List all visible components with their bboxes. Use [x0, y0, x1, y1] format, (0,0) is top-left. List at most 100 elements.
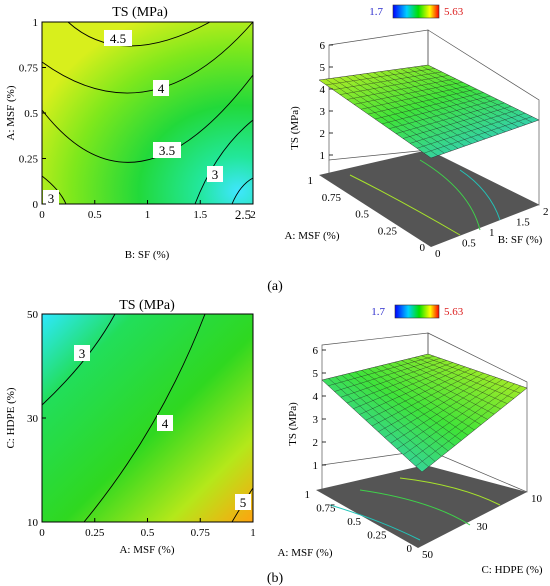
contour-a-label-45: 4.5 — [110, 31, 126, 46]
contour-b-fill — [41, 313, 254, 523]
contour-b-xtick-label: 0 — [39, 527, 45, 539]
surface-a-xtick-label: 0 — [435, 248, 441, 260]
surface-b-mesh-line — [401, 360, 501, 410]
surface-b-ytick-label: 0.75 — [316, 503, 336, 515]
contour-a-xtick-label: 1.5 — [193, 209, 207, 221]
contour-a-label-25: 2.5 — [235, 207, 251, 222]
surface-b-xtick-label: 10 — [531, 493, 543, 505]
surface-a-mesh-line — [393, 69, 506, 133]
surface-a-mesh-line — [416, 112, 526, 149]
colorbar-b-max: 5.63 — [444, 306, 464, 318]
surface-b-xlabel: C: HDPE (%) — [481, 564, 542, 576]
contour-b-label-50: 5 — [240, 495, 247, 510]
surface-a-mesh — [325, 65, 533, 156]
contour-a-xtick-label: 0 — [39, 209, 45, 221]
surface-b-ztick-label: 6 — [313, 345, 319, 357]
surface-b-mesh-line — [421, 355, 521, 394]
contour-a-label-40: 4 — [158, 81, 165, 96]
contour-a-xlabel: B: SF (%) — [125, 249, 170, 261]
surface-a-mesh-line — [400, 68, 513, 130]
contour-b-ytick-label: 10 — [27, 517, 39, 529]
surface-b-mesh-line — [414, 357, 514, 399]
contour-b-ytick-label: 30 — [27, 413, 39, 425]
surface-b-ztick-label: 2 — [313, 437, 319, 449]
contour-b-line-40 — [83, 313, 206, 523]
contour-b-ylabel: C: HDPE (%) — [5, 387, 17, 448]
contour-b-ytick-label: 50 — [27, 309, 39, 321]
contour-b-label-30: 3 — [79, 346, 86, 361]
colorbar-a-max: 5.63 — [444, 6, 464, 18]
surface-a-ytick-label: 0 — [420, 242, 426, 254]
surface-b-ytick-label: 0.25 — [367, 530, 387, 542]
contour-b-xtick-label: 1 — [250, 527, 256, 539]
contour-a-title: TS (MPa) — [112, 5, 168, 20]
surface-b-xtick-label: 30 — [477, 521, 489, 533]
surface-b-floor-contours — [329, 477, 501, 541]
surface-b-mesh — [328, 355, 521, 467]
contour-a-ytick-label: 0.5 — [24, 108, 38, 120]
surface-a-ytick-label: 0.25 — [378, 225, 398, 237]
surface-a-ytick-label: 0.75 — [322, 192, 342, 204]
surface-a-mesh-line — [409, 109, 519, 144]
surface-a-xtick-label: 2 — [543, 206, 549, 218]
panel-label-b: (b) — [267, 571, 284, 586]
contour-a-ytick-label: 0 — [33, 199, 39, 211]
contour-b-xlabel: A: MSF (%) — [119, 544, 174, 556]
surface-a-ztick-label: 4 — [320, 84, 326, 96]
surface-a-ylabel: A: MSF (%) — [284, 230, 339, 242]
surface-b-mesh-line — [396, 379, 503, 450]
surface-a-ztick-label: 1 — [320, 150, 326, 162]
surface-b-mesh-line — [381, 365, 482, 425]
surface-a-mesh-line — [380, 71, 492, 137]
surface-a-xtick-label: 1.5 — [516, 217, 530, 229]
surface-a-mesh-line — [423, 116, 533, 154]
surface-b-xtick-label: 50 — [422, 549, 434, 561]
surface-a-ytick-label: 0.5 — [355, 209, 369, 221]
surface-a-mesh-line — [374, 92, 484, 120]
colorbar-a-min: 1.7 — [369, 6, 383, 18]
contour-a-ylabel: A: MSF (%) — [5, 85, 17, 140]
surface-a-mesh-line — [395, 102, 505, 134]
surface-b-ylabel: A: MSF (%) — [277, 547, 332, 559]
surface-b-ytick-label: 0.5 — [347, 516, 361, 528]
contour-a-axes: 0 0.5 1 1.5 2 0 0.25 0.5 0.75 1 — [19, 17, 256, 221]
surface-a-xtick-label: 0.5 — [462, 238, 476, 250]
surface-b-ztick-label: 4 — [313, 391, 319, 403]
surface-a-mesh-line — [421, 65, 533, 123]
surface-b-mesh-line — [403, 381, 509, 455]
colorbar-a — [392, 4, 440, 19]
surface-b-axes: 1 2 3 4 5 6 0 0.25 0.5 0.75 1 10 30 50 — [305, 345, 543, 561]
surface-b-ytick-label: 0 — [407, 543, 413, 555]
colorbar-b-min: 1.7 — [371, 306, 385, 318]
surface-b-mesh-line — [408, 358, 508, 404]
contour-a-label-30b: 3 — [48, 191, 55, 206]
surface-a-mesh-line — [414, 66, 526, 125]
surface-a-floor — [319, 150, 539, 247]
surface-b-mesh-line — [394, 361, 495, 415]
surface-a-xlabel: B: SF (%) — [498, 234, 543, 246]
contour-b-xtick-label: 0.5 — [141, 527, 155, 539]
surface-b-mesh-line — [388, 363, 488, 420]
contour-a-lines — [41, 21, 254, 205]
surface-a-ytick-label: 1 — [308, 175, 314, 187]
surface-a-xtick-label: 1 — [489, 227, 495, 239]
surface-b-mesh-line — [409, 383, 515, 461]
surface-a-ztick-label: 3 — [320, 106, 326, 118]
surface-b-ztick-label: 5 — [313, 368, 319, 380]
contour-a-ytick-label: 0.75 — [19, 63, 39, 75]
surface-a-axes: 1 2 3 4 5 6 0 0.25 0.5 0.75 1 0 0.5 1 1.5 2 — [308, 40, 549, 260]
contour-a-line-35 — [41, 74, 254, 163]
contour-b-label-40: 4 — [162, 416, 169, 431]
contour-b-xtick-label: 0.75 — [191, 527, 211, 539]
surface-b-ytick-label: 1 — [305, 489, 311, 501]
surface-b-ztick-label: 1 — [313, 460, 319, 472]
contour-b-title: TS (MPa) — [119, 298, 175, 313]
contour-a-label-30: 3 — [212, 167, 219, 182]
surface-b-mesh-line — [371, 370, 478, 427]
surface-b-mesh-line — [384, 375, 490, 438]
contour-a-xtick-label: 2 — [250, 209, 256, 221]
surface-a-ztick-label: 5 — [320, 62, 326, 74]
surface-b-mesh-line — [378, 372, 484, 432]
contour-b-level-labels: 3 4 5 — [74, 345, 251, 510]
